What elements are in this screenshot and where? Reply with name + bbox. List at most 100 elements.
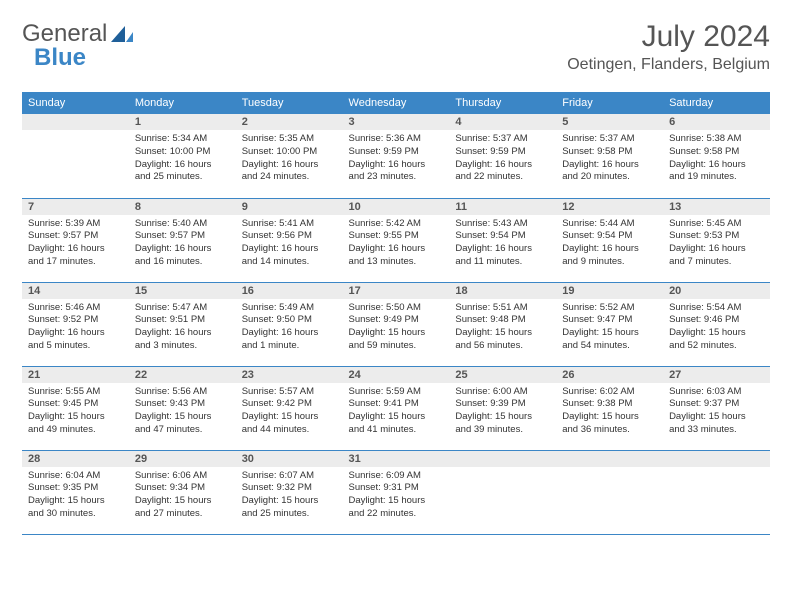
calendar-cell: 18Sunrise: 5:51 AMSunset: 9:48 PMDayligh…	[449, 282, 556, 366]
calendar-cell: 26Sunrise: 6:02 AMSunset: 9:38 PMDayligh…	[556, 366, 663, 450]
sunrise-text: Sunrise: 5:57 AM	[242, 386, 337, 399]
logo-sail-icon	[111, 24, 133, 44]
day-number: 9	[236, 199, 343, 215]
day-number: 28	[22, 451, 129, 467]
day-number: 16	[236, 283, 343, 299]
day-body: Sunrise: 5:56 AMSunset: 9:43 PMDaylight:…	[129, 383, 236, 441]
day-body: Sunrise: 6:04 AMSunset: 9:35 PMDaylight:…	[22, 467, 129, 525]
sunset-text: Sunset: 9:51 PM	[135, 314, 230, 327]
sunset-text: Sunset: 9:45 PM	[28, 398, 123, 411]
day-number: 11	[449, 199, 556, 215]
sunset-text: Sunset: 9:37 PM	[669, 398, 764, 411]
sunset-text: Sunset: 10:00 PM	[135, 146, 230, 159]
weekday-header: Friday	[556, 92, 663, 114]
daylight-text: Daylight: 16 hours and 17 minutes.	[28, 243, 123, 269]
calendar-cell: 9Sunrise: 5:41 AMSunset: 9:56 PMDaylight…	[236, 198, 343, 282]
sunset-text: Sunset: 9:50 PM	[242, 314, 337, 327]
daylight-text: Daylight: 16 hours and 5 minutes.	[28, 327, 123, 353]
day-number: 24	[343, 367, 450, 383]
day-number: 8	[129, 199, 236, 215]
daylight-text: Daylight: 15 hours and 30 minutes.	[28, 495, 123, 521]
daylight-text: Daylight: 16 hours and 7 minutes.	[669, 243, 764, 269]
sunset-text: Sunset: 9:48 PM	[455, 314, 550, 327]
calendar-cell: 31Sunrise: 6:09 AMSunset: 9:31 PMDayligh…	[343, 450, 450, 534]
sunset-text: Sunset: 9:34 PM	[135, 482, 230, 495]
day-number: 17	[343, 283, 450, 299]
calendar-cell: 19Sunrise: 5:52 AMSunset: 9:47 PMDayligh…	[556, 282, 663, 366]
day-body: Sunrise: 5:34 AMSunset: 10:00 PMDaylight…	[129, 130, 236, 188]
calendar-cell: 10Sunrise: 5:42 AMSunset: 9:55 PMDayligh…	[343, 198, 450, 282]
sunset-text: Sunset: 9:47 PM	[562, 314, 657, 327]
day-body: Sunrise: 6:06 AMSunset: 9:34 PMDaylight:…	[129, 467, 236, 525]
daylight-text: Daylight: 16 hours and 16 minutes.	[135, 243, 230, 269]
sunrise-text: Sunrise: 5:43 AM	[455, 218, 550, 231]
sunset-text: Sunset: 9:59 PM	[455, 146, 550, 159]
sunset-text: Sunset: 9:53 PM	[669, 230, 764, 243]
sunrise-text: Sunrise: 5:41 AM	[242, 218, 337, 231]
calendar-cell	[22, 114, 129, 198]
daylight-text: Daylight: 15 hours and 25 minutes.	[242, 495, 337, 521]
calendar-cell: 25Sunrise: 6:00 AMSunset: 9:39 PMDayligh…	[449, 366, 556, 450]
calendar-row: 1Sunrise: 5:34 AMSunset: 10:00 PMDayligh…	[22, 114, 770, 198]
sunset-text: Sunset: 9:57 PM	[28, 230, 123, 243]
sunset-text: Sunset: 9:59 PM	[349, 146, 444, 159]
calendar-cell	[556, 450, 663, 534]
calendar-cell: 30Sunrise: 6:07 AMSunset: 9:32 PMDayligh…	[236, 450, 343, 534]
day-body: Sunrise: 5:37 AMSunset: 9:59 PMDaylight:…	[449, 130, 556, 188]
daylight-text: Daylight: 15 hours and 33 minutes.	[669, 411, 764, 437]
day-body: Sunrise: 6:02 AMSunset: 9:38 PMDaylight:…	[556, 383, 663, 441]
day-number	[449, 451, 556, 467]
day-number: 26	[556, 367, 663, 383]
sunset-text: Sunset: 9:39 PM	[455, 398, 550, 411]
day-body: Sunrise: 5:59 AMSunset: 9:41 PMDaylight:…	[343, 383, 450, 441]
calendar-cell: 20Sunrise: 5:54 AMSunset: 9:46 PMDayligh…	[663, 282, 770, 366]
calendar-cell: 14Sunrise: 5:46 AMSunset: 9:52 PMDayligh…	[22, 282, 129, 366]
sunset-text: Sunset: 9:58 PM	[562, 146, 657, 159]
sunset-text: Sunset: 9:54 PM	[455, 230, 550, 243]
daylight-text: Daylight: 15 hours and 59 minutes.	[349, 327, 444, 353]
calendar-cell: 28Sunrise: 6:04 AMSunset: 9:35 PMDayligh…	[22, 450, 129, 534]
day-body: Sunrise: 5:45 AMSunset: 9:53 PMDaylight:…	[663, 215, 770, 273]
calendar-cell: 2Sunrise: 5:35 AMSunset: 10:00 PMDayligh…	[236, 114, 343, 198]
sunrise-text: Sunrise: 5:37 AM	[562, 133, 657, 146]
day-body: Sunrise: 6:09 AMSunset: 9:31 PMDaylight:…	[343, 467, 450, 525]
day-body: Sunrise: 5:41 AMSunset: 9:56 PMDaylight:…	[236, 215, 343, 273]
sunset-text: Sunset: 9:43 PM	[135, 398, 230, 411]
day-number: 29	[129, 451, 236, 467]
day-body: Sunrise: 5:47 AMSunset: 9:51 PMDaylight:…	[129, 299, 236, 357]
sunrise-text: Sunrise: 5:36 AM	[349, 133, 444, 146]
day-body: Sunrise: 5:36 AMSunset: 9:59 PMDaylight:…	[343, 130, 450, 188]
day-body: Sunrise: 6:07 AMSunset: 9:32 PMDaylight:…	[236, 467, 343, 525]
sunrise-text: Sunrise: 5:44 AM	[562, 218, 657, 231]
sunset-text: Sunset: 9:58 PM	[669, 146, 764, 159]
daylight-text: Daylight: 16 hours and 9 minutes.	[562, 243, 657, 269]
sunrise-text: Sunrise: 5:42 AM	[349, 218, 444, 231]
sunset-text: Sunset: 9:55 PM	[349, 230, 444, 243]
day-number: 7	[22, 199, 129, 215]
calendar-cell: 29Sunrise: 6:06 AMSunset: 9:34 PMDayligh…	[129, 450, 236, 534]
day-number: 25	[449, 367, 556, 383]
daylight-text: Daylight: 16 hours and 14 minutes.	[242, 243, 337, 269]
daylight-text: Daylight: 16 hours and 24 minutes.	[242, 159, 337, 185]
sunset-text: Sunset: 9:35 PM	[28, 482, 123, 495]
calendar-cell: 22Sunrise: 5:56 AMSunset: 9:43 PMDayligh…	[129, 366, 236, 450]
calendar-cell: 15Sunrise: 5:47 AMSunset: 9:51 PMDayligh…	[129, 282, 236, 366]
sunrise-text: Sunrise: 5:51 AM	[455, 302, 550, 315]
day-body: Sunrise: 5:39 AMSunset: 9:57 PMDaylight:…	[22, 215, 129, 273]
day-number: 1	[129, 114, 236, 130]
calendar-cell: 11Sunrise: 5:43 AMSunset: 9:54 PMDayligh…	[449, 198, 556, 282]
calendar-cell: 1Sunrise: 5:34 AMSunset: 10:00 PMDayligh…	[129, 114, 236, 198]
sunrise-text: Sunrise: 5:54 AM	[669, 302, 764, 315]
day-number: 19	[556, 283, 663, 299]
day-number: 2	[236, 114, 343, 130]
location: Oetingen, Flanders, Belgium	[567, 56, 770, 74]
day-body: Sunrise: 5:50 AMSunset: 9:49 PMDaylight:…	[343, 299, 450, 357]
day-number: 22	[129, 367, 236, 383]
sunset-text: Sunset: 9:49 PM	[349, 314, 444, 327]
sunrise-text: Sunrise: 5:39 AM	[28, 218, 123, 231]
sunrise-text: Sunrise: 6:04 AM	[28, 470, 123, 483]
sunrise-text: Sunrise: 5:59 AM	[349, 386, 444, 399]
day-body: Sunrise: 5:54 AMSunset: 9:46 PMDaylight:…	[663, 299, 770, 357]
day-number: 27	[663, 367, 770, 383]
daylight-text: Daylight: 15 hours and 44 minutes.	[242, 411, 337, 437]
